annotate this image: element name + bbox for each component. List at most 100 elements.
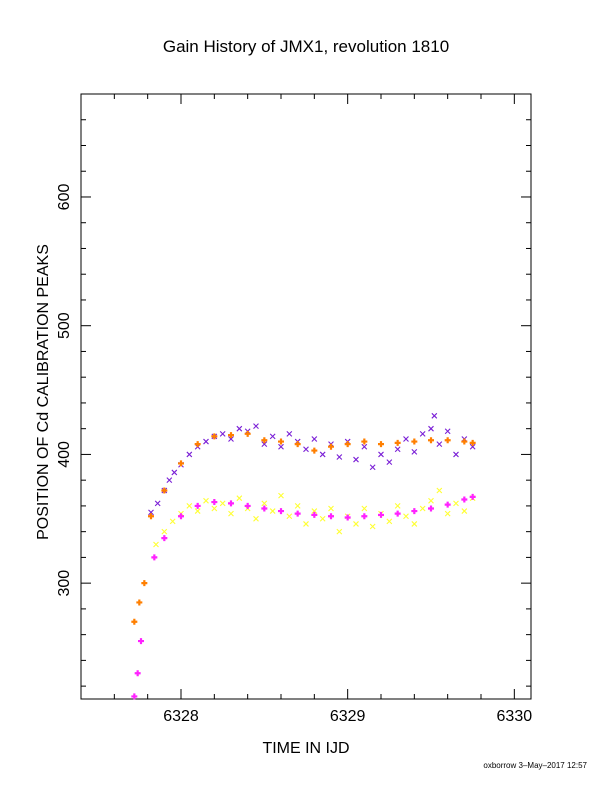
data-point [419,505,426,512]
data-point [169,518,176,525]
data-point [436,441,443,448]
data-point [444,437,451,444]
data-point [178,460,184,467]
series-3 [131,493,476,700]
data-point [353,456,359,463]
data-point [431,412,438,419]
data-point [344,441,351,448]
data-point [261,437,268,444]
data-point [453,500,459,507]
data-point [394,510,401,517]
data-point [278,438,284,445]
data-point [211,505,218,512]
data-point [336,454,343,460]
y-tick-label: 600 [56,184,73,211]
data-point [469,439,476,446]
data-point [428,437,434,444]
data-point [131,693,138,700]
data-point [378,511,384,518]
x-tick-label: 6328 [163,708,199,725]
data-point [469,493,476,500]
data-point [269,508,276,514]
data-marks [131,412,476,700]
x-tick-labels: 6328 6329 6330 [163,708,532,725]
data-point [403,513,409,520]
data-point [211,499,218,506]
y-axis-label: POSITION OF Cd CALIBRATION PEAKS [35,244,52,540]
data-point [278,443,284,450]
data-point [444,501,451,508]
data-point [311,436,318,442]
data-point [261,505,268,512]
data-point [411,438,418,445]
data-point [444,510,451,517]
data-point [154,500,161,507]
data-point [336,528,343,535]
data-point [253,423,259,429]
data-point [269,433,276,440]
data-point [361,443,368,450]
data-point [236,425,243,432]
data-point [228,510,234,517]
data-point [411,508,418,515]
data-point [219,430,226,437]
data-point [211,433,218,440]
data-point [194,508,201,514]
tick-marks [80,93,531,699]
data-point [361,513,368,520]
data-point [428,425,434,432]
data-point [138,638,144,645]
data-point [228,432,234,439]
data-point [411,521,418,527]
y-tick-labels: 300 400 500 600 [56,184,73,597]
data-point [344,514,351,521]
x-tick-label: 6330 [497,708,533,725]
data-point [394,446,401,453]
data-point [178,513,184,520]
data-point [161,487,168,494]
data-point [148,509,154,516]
data-point [436,487,443,494]
data-point [148,513,154,520]
data-point [461,438,468,445]
data-point [461,508,468,514]
data-point [134,670,141,677]
data-point [136,599,143,606]
data-point [386,459,393,466]
data-point [403,436,409,442]
data-point [194,502,201,509]
data-point [353,521,359,527]
series-0 [148,412,476,516]
data-point [453,451,459,458]
data-point [461,496,468,503]
data-point [361,505,368,512]
data-point [328,505,334,512]
data-point [319,451,326,458]
data-point [294,441,301,448]
data-point [228,500,234,507]
data-point [194,441,201,448]
data-point [386,518,393,525]
data-point [228,436,234,442]
data-point [444,428,451,435]
data-point [361,438,368,445]
data-point [141,580,148,587]
data-point [303,521,309,527]
series-1 [131,430,476,625]
data-point [203,438,209,445]
data-point [261,441,268,448]
data-point [311,447,318,454]
y-tick-label: 300 [56,570,73,597]
data-point [161,528,168,535]
data-point [294,503,301,509]
data-point [161,535,168,542]
data-point [236,495,243,502]
data-point [244,502,251,509]
data-point [369,464,376,471]
data-point [278,492,284,499]
data-point [378,451,384,458]
data-point [286,430,293,437]
data-point [186,503,193,509]
data-point [171,469,178,476]
